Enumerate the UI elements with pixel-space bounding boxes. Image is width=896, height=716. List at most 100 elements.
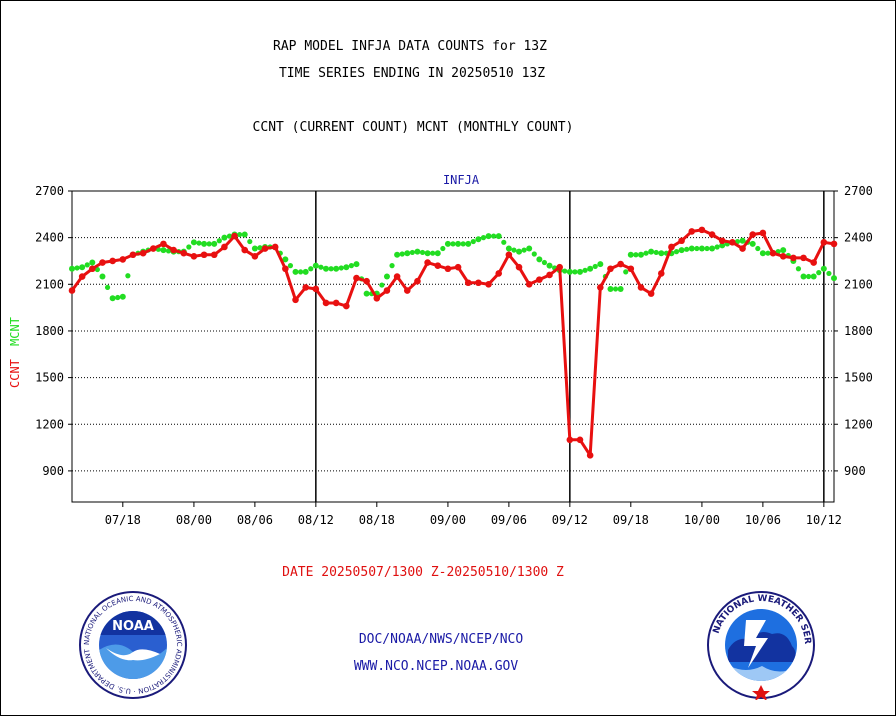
ccnt-point (566, 436, 574, 444)
mcnt-point (820, 265, 827, 272)
grid-layer (72, 237, 834, 472)
mcnt-point (526, 245, 533, 252)
ccnt-point (515, 263, 523, 271)
mcnt-interp-dot (287, 263, 294, 269)
ccnt-point (251, 253, 259, 260)
xtick-label: 09/00 (430, 513, 466, 527)
ccnt-point (830, 240, 838, 248)
plot-frame (71, 190, 835, 503)
labels-layer: 900 900 1200 1200 1500 1500 1800 1800 2100 2100 24… (8, 173, 873, 527)
xtick-label: 10/06 (745, 513, 781, 527)
ccnt-point (708, 231, 716, 238)
mcnt-point (587, 265, 594, 272)
ccnt-point (282, 265, 289, 273)
mcnt-point (465, 240, 472, 247)
mcnt-interp-dot (694, 245, 700, 252)
mcnt-point (505, 245, 512, 252)
mcnt-interp-dot (795, 266, 802, 272)
ccnt-point (292, 296, 299, 304)
mcnt-point (190, 239, 197, 246)
mcnt-interp-dot (430, 250, 436, 256)
ccnt-point (546, 271, 553, 279)
mcnt-interp-dot (237, 231, 243, 238)
star-icon (752, 685, 770, 700)
mcnt-interp-dot (704, 245, 710, 252)
mcnt-point (353, 261, 360, 268)
mcnt-point (627, 251, 634, 258)
ccnt-point (749, 231, 757, 238)
ccnt-point (536, 276, 543, 283)
mcnt-interp-dot (257, 245, 263, 251)
ccnt-point (698, 226, 706, 234)
mcnt-point (749, 240, 756, 247)
ccnt-point (383, 287, 391, 294)
xtick-label: 08/00 (176, 513, 212, 527)
mcnt-interp-dot (379, 282, 385, 288)
mcnt-point (292, 268, 299, 275)
mcnt-point (577, 268, 583, 275)
mcnt-point (363, 290, 370, 297)
ccnt-point (190, 253, 198, 260)
mcnt-interp-dot (765, 250, 771, 256)
ccnt-point (109, 257, 116, 265)
mcnt-point (221, 234, 228, 241)
mcnt-interp-dot (318, 264, 324, 270)
ccnt-point (586, 452, 594, 459)
ccnt-point (312, 285, 320, 293)
mcnt-point (658, 250, 665, 257)
mcnt-point (79, 264, 86, 271)
mcnt-interp-dot (755, 245, 761, 252)
mcnt-interp-dot (612, 286, 619, 292)
xtick-label: 08/06 (237, 513, 273, 527)
ccnt-line (70, 228, 835, 457)
mcnt-interp-dot (511, 247, 517, 253)
mcnt-interp-dot (226, 233, 233, 239)
ccnt-point (78, 273, 86, 280)
mcnt-point (434, 250, 441, 257)
ccnt-point (647, 290, 655, 297)
ccnt-point (322, 299, 330, 307)
mcnt-point (546, 262, 553, 269)
mcnt-point (516, 248, 523, 255)
mcnt-interp-dot (399, 251, 405, 257)
ccnt-point (434, 262, 442, 269)
ccnt-point (505, 251, 513, 259)
ccnt-point (68, 287, 76, 294)
xtick-label: 10/00 (684, 513, 720, 527)
xtick-label: 09/18 (613, 513, 649, 527)
ccnt-point (820, 239, 828, 246)
ccnt-point (668, 243, 675, 251)
mcnt-point (119, 293, 126, 300)
ytick-label-left: 1200 (35, 417, 64, 431)
ytick-label-right: 1200 (844, 417, 873, 431)
mcnt-interp-dot (308, 266, 314, 272)
mcnt-interp-dot (74, 265, 80, 271)
ytick-label-right: 2400 (844, 231, 873, 245)
noaa-logo-text: NOAA (112, 619, 154, 634)
ccnt-point (597, 284, 604, 291)
xtick-label: 09/06 (491, 513, 527, 527)
ccnt-point (302, 284, 309, 291)
ccnt-point (464, 279, 472, 287)
mcnt-interp-dot (734, 238, 741, 245)
mcnt-point (709, 245, 716, 252)
chart-title-line2: TIME SERIES ENDING IN 20250510 13Z (278, 66, 546, 81)
noaa-logo: NATIONAL OCEANIC AND ATMOSPHERIC ADMINIS… (78, 590, 187, 699)
ytick-label-left: 2100 (35, 277, 64, 291)
mcnt-interp-dot (389, 263, 395, 269)
mcnt-interp-dot (460, 241, 466, 247)
mcnt-interp-dot (206, 241, 212, 247)
mcnt-interp-dot (165, 248, 172, 254)
ccnt-point (525, 281, 533, 288)
ccnt-point (414, 277, 421, 285)
mcnt-interp-dot (491, 233, 497, 239)
mcnt-point (160, 247, 167, 254)
mcnt-point (831, 275, 837, 282)
mcnt-interp-dot (115, 294, 121, 301)
ccnt-point (231, 232, 238, 240)
ccnt-point (200, 251, 208, 259)
mcnt-interp-dot (186, 244, 192, 250)
mcnt-point (394, 251, 401, 258)
mcnt-point (678, 247, 685, 254)
